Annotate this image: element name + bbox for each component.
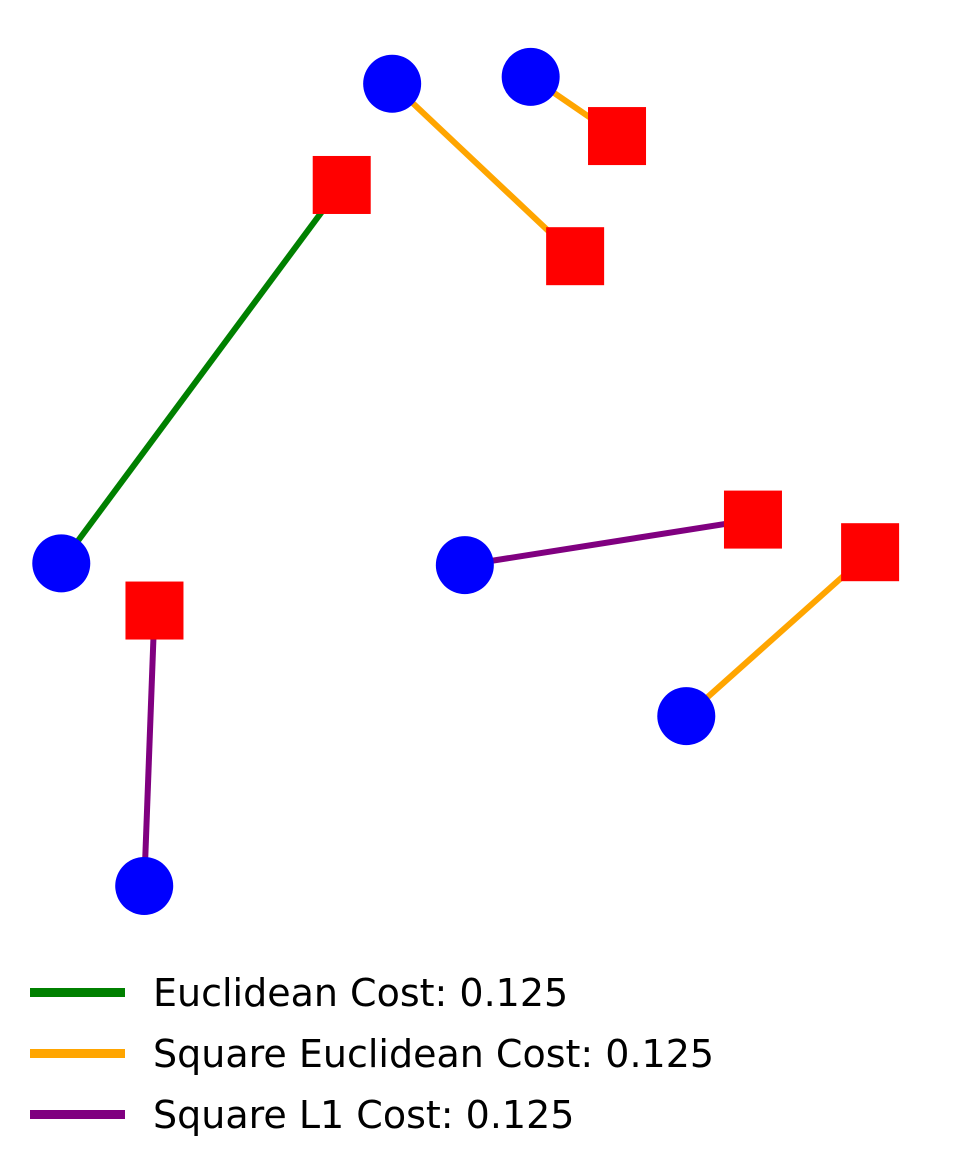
source-point-1 [363,54,422,113]
target-point-3 [723,490,782,549]
legend-item-square-l1: Square L1 Cost: 0.125 [30,1084,714,1145]
target-point-1 [546,227,605,286]
legend-swatch-euclidean [30,988,125,997]
legend-label-square-euclidean: Square Euclidean Cost: 0.125 [153,1031,715,1076]
legend-label-square-l1: Square L1 Cost: 0.125 [153,1092,575,1137]
source-points [32,47,716,915]
source-point-5 [115,856,174,915]
target-points [125,107,900,640]
target-point-2 [588,107,647,166]
target-point-0 [312,155,371,214]
target-point-5 [125,581,184,640]
transport-line-series-1-pair-2 [684,549,873,719]
source-point-0 [32,534,91,593]
legend-item-euclidean: Euclidean Cost: 0.125 [30,962,714,1023]
transport-line-series-2-pair-0 [464,516,754,569]
legend: Euclidean Cost: 0.125 Square Euclidean C… [30,962,714,1145]
source-point-2 [501,47,560,106]
legend-swatch-square-l1 [30,1110,125,1119]
legend-label-euclidean: Euclidean Cost: 0.125 [153,970,569,1015]
transport-line-series-1-pair-0 [390,81,578,259]
legend-swatch-square-euclidean [30,1049,125,1058]
transport-lines [58,74,873,887]
target-point-4 [841,523,900,582]
legend-item-square-euclidean: Square Euclidean Cost: 0.125 [30,1023,714,1084]
transport-plot [32,47,900,915]
source-point-3 [435,536,494,595]
source-point-4 [657,687,716,746]
transport-line-series-0-pair-0 [58,183,345,566]
transport-line-series-2-pair-1 [141,610,158,887]
